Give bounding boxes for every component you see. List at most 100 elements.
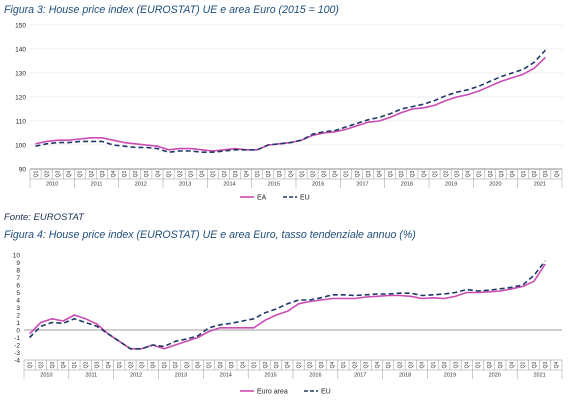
year-label: 2019 <box>444 373 456 379</box>
y-tick-label: 110 <box>16 119 27 126</box>
quarter-label: Q3 <box>319 361 325 368</box>
y-tick-label: 90 <box>19 167 27 174</box>
y-tick-label: 6 <box>16 283 20 290</box>
year-label: 2011 <box>85 373 97 379</box>
quarter-label: Q2 <box>355 170 361 177</box>
quarter-label: Q2 <box>443 170 449 177</box>
quarter-label: Q3 <box>95 361 101 368</box>
y-tick-label: 5 <box>16 290 20 297</box>
quarter-label: Q4 <box>196 361 202 368</box>
quarter-label: Q2 <box>308 361 314 368</box>
year-label: 2015 <box>264 373 276 379</box>
quarter-label: Q1 <box>78 170 84 177</box>
quarter-label: Q1 <box>162 361 168 368</box>
quarter-label: Q1 <box>344 170 350 177</box>
quarter-label: Q3 <box>139 361 145 368</box>
quarter-label: Q2 <box>177 170 183 177</box>
quarter-label: Q1 <box>33 170 39 177</box>
quarter-label: Q2 <box>173 361 179 368</box>
quarter-label: Q1 <box>521 170 527 177</box>
quarter-label: Q3 <box>366 170 372 177</box>
quarter-label: Q3 <box>498 361 504 368</box>
quarter-label: Q3 <box>274 361 280 368</box>
quarter-label: Q1 <box>252 361 258 368</box>
y-tick-label: 140 <box>15 47 26 54</box>
quarter-label: Q3 <box>453 361 459 368</box>
y-tick-label: 150 <box>15 23 26 30</box>
quarter-label: Q1 <box>207 361 213 368</box>
y-tick-label: 9 <box>16 260 20 267</box>
quarter-label: Q3 <box>322 170 328 177</box>
quarter-label: Q4 <box>61 361 67 368</box>
quarter-label: Q4 <box>466 170 472 177</box>
y-tick-label: 2 <box>16 313 20 320</box>
quarter-label: Q2 <box>310 170 316 177</box>
quarter-label: Q3 <box>455 170 461 177</box>
year-label: 2018 <box>401 182 413 188</box>
house-price-index-chart: 90 100 110 120 130 140 150 Q1 Q2 Q3 Q4 Q1 Q2 Q3 Q4 Q1 Q2… <box>15 23 563 202</box>
quarter-label: Q2 <box>222 170 228 177</box>
quarter-label: Q2 <box>266 170 272 177</box>
quarter-label: Q2 <box>352 361 358 368</box>
year-label: 2020 <box>489 182 501 188</box>
quarter-label: Q2 <box>133 170 139 177</box>
year-label: 2012 <box>130 373 142 379</box>
y-tick-label: 120 <box>15 95 26 102</box>
year-label: 2019 <box>445 182 457 188</box>
quarter-label: Q3 <box>229 361 235 368</box>
quarter-label: Q3 <box>50 361 56 368</box>
quarter-label: Q3 <box>543 170 549 177</box>
quarter-label: Q2 <box>39 361 45 368</box>
series-line-ea <box>35 56 546 152</box>
year-label: 2013 <box>175 373 187 379</box>
year-label: 2012 <box>135 182 147 188</box>
y-tick-label: 10 <box>13 253 21 260</box>
y-tick-label: 4 <box>16 298 20 305</box>
quarter-label: Q4 <box>244 170 250 177</box>
quarter-label: Q4 <box>288 170 294 177</box>
quarter-label: Q1 <box>72 361 78 368</box>
legend-label: Euro area <box>257 389 288 396</box>
y-tick-label: 8 <box>16 268 20 275</box>
quarter-label: Q1 <box>432 170 438 177</box>
quarter-label: Q2 <box>532 170 538 177</box>
quarter-label: Q1 <box>166 170 172 177</box>
quarter-label: Q4 <box>333 170 339 177</box>
quarter-label: Q1 <box>255 170 261 177</box>
y-tick-label: -1 <box>14 335 20 342</box>
legend-label: EU <box>300 195 310 202</box>
quarter-label: Q4 <box>285 361 291 368</box>
quarter-label: Q3 <box>56 170 62 177</box>
quarter-label: Q1 <box>122 170 128 177</box>
quarter-label: Q4 <box>377 170 383 177</box>
quarter-label: Q3 <box>543 361 549 368</box>
quarter-label: Q2 <box>128 361 134 368</box>
quarter-label: Q4 <box>67 170 73 177</box>
quarter-label: Q1 <box>211 170 217 177</box>
quarter-label: Q4 <box>330 361 336 368</box>
quarter-label: Q1 <box>117 361 123 368</box>
quarter-label: Q4 <box>240 361 246 368</box>
quarter-label: Q3 <box>408 361 414 368</box>
quarter-label: Q4 <box>421 170 427 177</box>
legend-label: EA <box>257 195 267 202</box>
year-label: 2011 <box>91 182 103 188</box>
figure4-title: Figura 4: House price index (EUROSTAT) U… <box>4 229 416 241</box>
quarter-label: Q2 <box>263 361 269 368</box>
legend-label: EU <box>321 389 331 396</box>
quarter-label: Q3 <box>189 170 195 177</box>
y-tick-label: -2 <box>14 343 20 350</box>
quarter-label: Q4 <box>554 170 560 177</box>
quarter-label: Q1 <box>27 361 33 368</box>
y-tick-label: -3 <box>14 350 20 357</box>
quarter-label: Q4 <box>420 361 426 368</box>
quarter-label: Q3 <box>100 170 106 177</box>
quarter-label: Q4 <box>375 361 381 368</box>
y-tick-label: 1 <box>16 320 20 327</box>
quarter-label: Q4 <box>106 361 112 368</box>
quarter-label: Q3 <box>410 170 416 177</box>
year-label: 2017 <box>354 373 366 379</box>
quarter-label: Q2 <box>218 361 224 368</box>
quarter-label: Q1 <box>299 170 305 177</box>
